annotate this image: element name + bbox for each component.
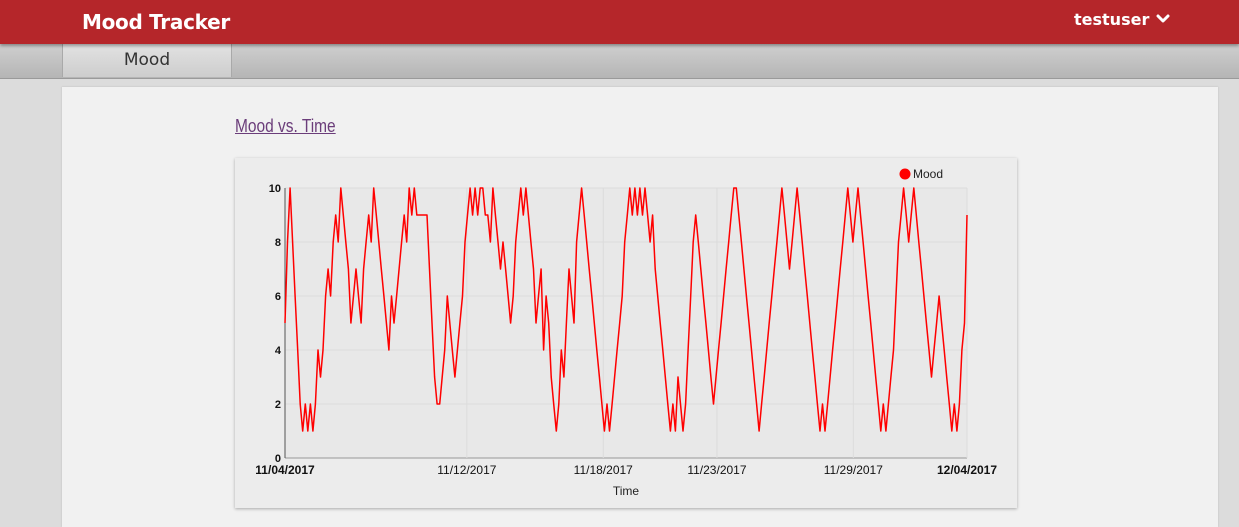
x-axis-ticks: 11/04/2017 11/12/2017 11/18/2017 11/23/2017… bbox=[255, 463, 997, 477]
y-tick-label: 4 bbox=[275, 345, 282, 357]
tab-bar: Mood bbox=[0, 44, 1239, 79]
y-tick-label: 6 bbox=[275, 291, 281, 303]
x-tick-label: 12/04/2017 bbox=[937, 463, 997, 477]
y-axis-ticks: 0 2 4 6 8 10 bbox=[269, 183, 282, 465]
legend-label-mood[interactable]: Mood bbox=[913, 167, 943, 181]
tab-mood[interactable]: Mood bbox=[62, 44, 232, 77]
series-line-mood bbox=[284, 187, 968, 432]
x-tick-label: 11/12/2017 bbox=[437, 463, 496, 477]
chart-title-link[interactable]: Mood vs. Time bbox=[235, 116, 336, 136]
x-axis-label: Time bbox=[613, 484, 640, 498]
y-tick-label: 8 bbox=[275, 237, 281, 249]
x-tick-label: 11/04/2017 bbox=[255, 463, 315, 477]
chevron-down-icon[interactable] bbox=[1156, 14, 1170, 24]
app-title[interactable]: Mood Tracker bbox=[82, 10, 230, 34]
user-menu[interactable]: testuser bbox=[1074, 10, 1174, 34]
x-tick-label: 11/23/2017 bbox=[687, 463, 746, 477]
y-tick-label: 2 bbox=[275, 399, 281, 411]
x-tick-label: 11/29/2017 bbox=[824, 463, 883, 477]
x-tick-label: 11/18/2017 bbox=[574, 463, 633, 477]
y-tick-label: 10 bbox=[269, 183, 281, 195]
mood-chart: 0 2 4 6 8 10 11/04/2017 11/12/2017 11/18/2017 11… bbox=[235, 158, 1017, 508]
username[interactable]: testuser bbox=[1074, 10, 1150, 29]
top-navbar: Mood Tracker testuser bbox=[0, 0, 1239, 44]
legend-marker-mood bbox=[899, 168, 911, 180]
y-tick-label: 0 bbox=[275, 453, 281, 465]
